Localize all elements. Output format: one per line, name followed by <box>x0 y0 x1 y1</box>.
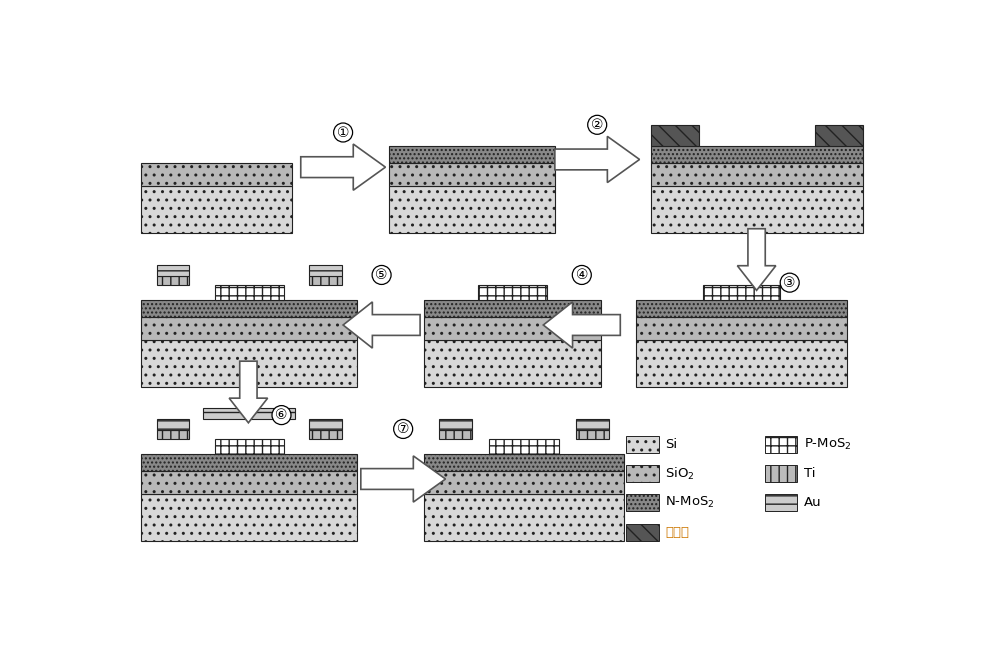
Bar <box>141 341 357 386</box>
Text: Au: Au <box>804 496 821 510</box>
Bar <box>765 465 797 482</box>
Text: ③: ③ <box>783 276 796 290</box>
Text: ④: ④ <box>576 268 588 282</box>
Bar <box>424 341 601 386</box>
Polygon shape <box>301 144 385 190</box>
Bar <box>478 285 547 301</box>
Polygon shape <box>343 302 420 348</box>
Text: ⑦: ⑦ <box>397 422 409 436</box>
Text: Si: Si <box>665 438 677 451</box>
Bar <box>636 317 847 341</box>
Text: ⑤: ⑤ <box>375 268 388 282</box>
Bar <box>651 163 863 187</box>
Bar <box>703 285 780 301</box>
Bar <box>203 408 295 419</box>
Bar <box>309 276 342 285</box>
Bar <box>389 146 555 163</box>
Bar <box>309 265 342 276</box>
Bar <box>765 495 797 512</box>
Bar <box>626 436 659 453</box>
Bar <box>309 419 342 430</box>
Bar <box>576 419 609 430</box>
Bar <box>439 419 472 430</box>
Bar <box>626 523 659 540</box>
Text: ②: ② <box>591 118 603 132</box>
Bar <box>215 439 284 455</box>
Bar <box>424 317 601 341</box>
Bar <box>389 187 555 233</box>
Bar <box>626 465 659 482</box>
Bar <box>141 472 357 495</box>
Bar <box>157 276 189 285</box>
Text: ⑥: ⑥ <box>275 408 288 422</box>
Bar <box>141 455 357 472</box>
Bar <box>424 301 601 317</box>
Polygon shape <box>229 361 268 422</box>
Bar <box>215 285 284 301</box>
Bar <box>815 125 863 146</box>
Polygon shape <box>737 229 776 290</box>
Bar <box>157 419 189 430</box>
Bar <box>157 265 189 276</box>
Polygon shape <box>361 456 446 502</box>
Bar <box>651 125 699 146</box>
Text: N-MoS$_2$: N-MoS$_2$ <box>665 495 715 510</box>
Bar <box>424 455 624 472</box>
Bar <box>626 495 659 512</box>
Bar <box>141 317 357 341</box>
Polygon shape <box>555 136 640 183</box>
Bar <box>439 430 472 439</box>
Bar <box>651 187 863 233</box>
Bar <box>141 187 292 233</box>
Polygon shape <box>543 302 620 348</box>
Bar <box>651 146 863 163</box>
Bar <box>141 495 357 540</box>
Text: SiO$_2$: SiO$_2$ <box>665 466 695 481</box>
Text: ①: ① <box>337 126 349 140</box>
Bar <box>636 341 847 386</box>
Bar <box>424 495 624 540</box>
Bar <box>141 163 292 187</box>
Text: Ti: Ti <box>804 467 815 480</box>
Bar <box>576 430 609 439</box>
Bar <box>389 163 555 187</box>
Bar <box>636 301 847 317</box>
Bar <box>157 430 189 439</box>
Bar <box>309 430 342 439</box>
Bar <box>765 436 797 453</box>
Bar <box>489 439 559 455</box>
Bar <box>141 301 357 317</box>
Text: 光刻胶: 光刻胶 <box>665 525 689 538</box>
Text: P-MoS$_2$: P-MoS$_2$ <box>804 437 851 452</box>
Bar <box>424 472 624 495</box>
